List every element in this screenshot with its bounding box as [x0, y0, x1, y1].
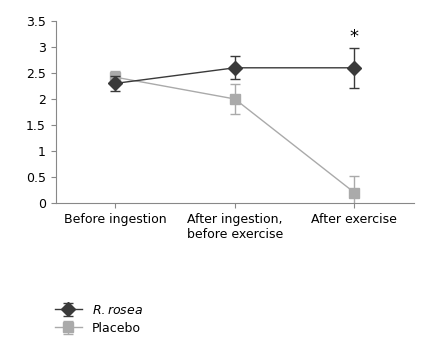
Text: *: * [349, 28, 358, 46]
Legend: $\it{R. rosea}$, Placebo: $\it{R. rosea}$, Placebo [55, 304, 143, 335]
